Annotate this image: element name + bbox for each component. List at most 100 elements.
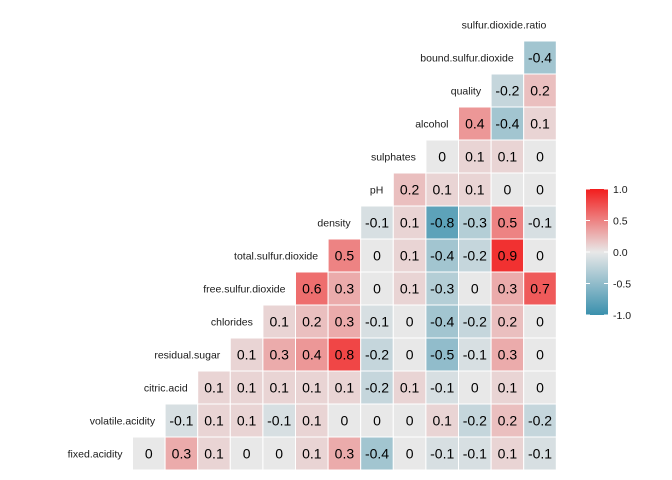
heatmap-cell-value: 0.1 bbox=[465, 182, 485, 198]
heatmap-cell-value: 0.1 bbox=[432, 413, 452, 429]
variable-label: total.sulfur.dioxide bbox=[234, 251, 318, 263]
heatmap-cell bbox=[327, 436, 362, 471]
heatmap-cell bbox=[523, 304, 557, 339]
heatmap-cell bbox=[132, 436, 166, 471]
heatmap-cell bbox=[490, 238, 525, 273]
heatmap-cell bbox=[458, 238, 492, 273]
variable-label: pH bbox=[370, 185, 383, 197]
heatmap-cell-value: -0.4 bbox=[528, 50, 552, 66]
heatmap-cell-value: -0.4 bbox=[430, 248, 454, 264]
heatmap-cell-value: -0.1 bbox=[169, 413, 193, 429]
variable-label: free.sulfur.dioxide bbox=[203, 284, 285, 296]
heatmap-cell-value: -0.2 bbox=[365, 347, 389, 363]
heatmap-cell bbox=[295, 436, 329, 471]
heatmap-cell-value: 0.3 bbox=[269, 347, 289, 363]
heatmap-cell-value: 0.6 bbox=[302, 281, 322, 297]
heatmap-cell-value: 0.2 bbox=[498, 314, 518, 330]
heatmap-cell-value: 0.5 bbox=[335, 248, 355, 264]
variable-labels: fixed.acidity volatile.acidity citric.acid… bbox=[68, 20, 547, 461]
heatmap-cell-value: -0.2 bbox=[365, 380, 389, 396]
heatmap-cell-value: 0.1 bbox=[237, 347, 257, 363]
variable-label: alcohol bbox=[415, 119, 448, 131]
heatmap-cell bbox=[262, 304, 296, 339]
heatmap-cell-value: -0.1 bbox=[365, 215, 389, 231]
heatmap-cell bbox=[425, 139, 459, 174]
heatmap-cell bbox=[295, 370, 329, 405]
heatmap-cell bbox=[392, 337, 427, 372]
heatmap-cell-value: 0 bbox=[504, 182, 512, 198]
heatmap-cell-value: 0.1 bbox=[498, 380, 518, 396]
heatmap-cell bbox=[327, 304, 362, 339]
variable-label: fixed.acidity bbox=[68, 449, 124, 461]
heatmap-cell bbox=[262, 403, 296, 438]
heatmap-cell bbox=[295, 304, 329, 339]
heatmap-cell-value: -0.4 bbox=[495, 116, 519, 132]
heatmap-cell bbox=[327, 238, 362, 273]
heatmap-cell bbox=[327, 403, 362, 438]
heatmap-cell-value: 0.2 bbox=[400, 182, 420, 198]
heatmap-cell bbox=[458, 370, 492, 405]
heatmap-cell-value: 0.1 bbox=[400, 248, 420, 264]
heatmap-cell-value: 0 bbox=[406, 446, 414, 462]
heatmap-cell bbox=[262, 370, 296, 405]
heatmap-cell-value: -0.1 bbox=[430, 380, 454, 396]
heatmap-cell bbox=[360, 304, 394, 339]
heatmap-cell bbox=[458, 403, 492, 438]
heatmap-cell bbox=[262, 436, 296, 471]
heatmap-cell bbox=[295, 271, 329, 306]
heatmap-cell bbox=[392, 172, 427, 207]
heatmap-cell bbox=[490, 304, 525, 339]
heatmap-cell bbox=[360, 436, 394, 471]
heatmap-cell-value: 0.8 bbox=[335, 347, 355, 363]
variable-label: chlorides bbox=[211, 317, 253, 329]
heatmap-cell-value: -0.1 bbox=[463, 347, 487, 363]
heatmap-cell-value: 0.1 bbox=[269, 314, 289, 330]
heatmap-cell-value: -0.2 bbox=[463, 248, 487, 264]
heatmap-cell-value: -0.3 bbox=[463, 215, 487, 231]
heatmap-cell bbox=[523, 172, 557, 207]
variable-label: residual.sugar bbox=[154, 350, 220, 362]
heatmap-cell bbox=[490, 205, 525, 240]
legend-tick-label: -1.0 bbox=[613, 310, 631, 322]
heatmap-cell-value: 0.7 bbox=[530, 281, 550, 297]
heatmap-cell bbox=[523, 370, 557, 405]
heatmap-cell-value: 0 bbox=[406, 413, 414, 429]
heatmap-cell-value: 0 bbox=[471, 281, 479, 297]
heatmap-cell-labels: 0 0.3 0.1 0 0 0.1 0.3 -0.4 0 -0.1 -0.1 0.1 -0.1 -0.1 0… bbox=[145, 50, 552, 462]
heatmap-cell-value: -0.5 bbox=[430, 347, 454, 363]
heatmap-cell bbox=[490, 271, 525, 306]
heatmap-cell-value: 0.1 bbox=[400, 215, 420, 231]
heatmap-cell-value: -0.1 bbox=[463, 446, 487, 462]
heatmap-cell-value: 0 bbox=[406, 314, 414, 330]
heatmap-cell-value: -0.1 bbox=[528, 215, 552, 231]
heatmap-cell bbox=[523, 205, 557, 240]
heatmap-cell-value: -0.1 bbox=[528, 446, 552, 462]
heatmap-cell-value: -0.1 bbox=[267, 413, 291, 429]
heatmap-cell-value: -0.2 bbox=[463, 413, 487, 429]
variable-label: sulphates bbox=[371, 152, 416, 164]
heatmap-cell-value: 0.1 bbox=[432, 182, 452, 198]
heatmap-cell bbox=[523, 238, 557, 273]
heatmap-cell-value: 0.1 bbox=[530, 116, 550, 132]
heatmap-cell-value: 0 bbox=[536, 149, 544, 165]
heatmap-cell bbox=[490, 73, 525, 108]
heatmap-cell-value: 0 bbox=[536, 182, 544, 198]
heatmap-cell-value: 0.2 bbox=[498, 413, 518, 429]
heatmap-cell-value: 0 bbox=[373, 281, 381, 297]
heatmap-cell-value: 0.1 bbox=[498, 446, 518, 462]
heatmap-cell bbox=[458, 205, 492, 240]
heatmap-cell bbox=[360, 337, 394, 372]
heatmap-cell-value: -0.4 bbox=[365, 446, 389, 462]
color-legend: 1.0 0.5 0.0 -0.5 -1.0 bbox=[586, 184, 631, 322]
heatmap-cell-value: 0.3 bbox=[498, 281, 518, 297]
heatmap-cell bbox=[164, 436, 199, 471]
heatmap-cell-value: 0 bbox=[341, 413, 349, 429]
heatmap-cell bbox=[523, 436, 557, 471]
heatmap-cell-value: -0.3 bbox=[430, 281, 454, 297]
heatmap-cell-value: 0 bbox=[536, 380, 544, 396]
heatmap-cell-value: 0.3 bbox=[335, 314, 355, 330]
heatmap-cell-value: 0 bbox=[145, 446, 153, 462]
heatmap-cell-value: 0.1 bbox=[204, 380, 224, 396]
heatmap-cell bbox=[458, 106, 492, 141]
heatmap-cell-value: -0.1 bbox=[430, 446, 454, 462]
